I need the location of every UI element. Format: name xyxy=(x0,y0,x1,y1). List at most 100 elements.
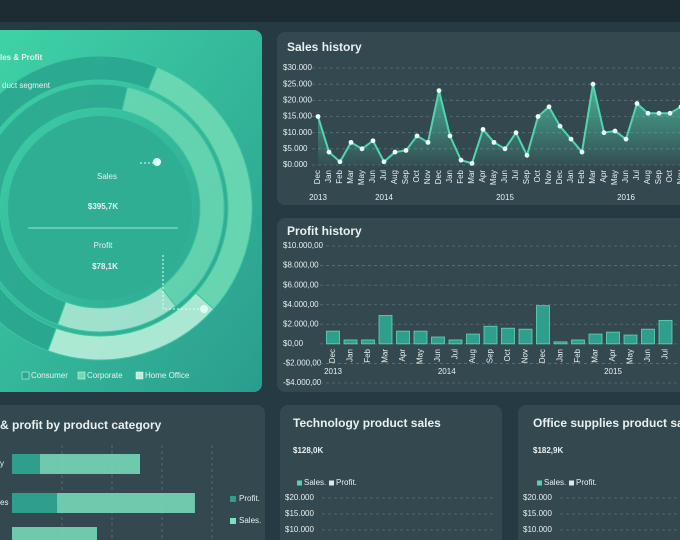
y-tick-label: $6.000,00 xyxy=(283,280,319,289)
x-tick-label: Jun xyxy=(643,349,652,362)
profit-label: Profit xyxy=(94,241,113,250)
y-tick-label: $20.000 xyxy=(283,95,312,104)
x-tick-label: Dec xyxy=(313,170,322,184)
legend-swatch xyxy=(21,371,30,380)
x-group-label: 2014 xyxy=(375,193,393,202)
bar xyxy=(343,339,358,345)
y-tick-label: $15.000 xyxy=(283,112,312,121)
bar xyxy=(606,331,620,345)
legend-swatch xyxy=(297,480,302,486)
x-tick-label: Jan xyxy=(324,170,333,183)
bar xyxy=(466,333,480,345)
x-tick-label: Dec xyxy=(555,170,564,184)
legend-swatch xyxy=(230,496,236,502)
bar xyxy=(396,330,410,345)
x-tick-label: May xyxy=(626,349,635,364)
x-group-label: 2013 xyxy=(309,193,327,202)
bar xyxy=(536,305,550,345)
x-group-label: 2014 xyxy=(438,367,456,376)
x-tick-label: Oct xyxy=(533,169,542,182)
point xyxy=(590,81,596,87)
point xyxy=(634,101,640,106)
x-tick-label: Jul xyxy=(632,170,641,180)
x-group-label: 2015 xyxy=(496,193,514,202)
y-tick-label: $2.000,00 xyxy=(283,319,319,328)
panel-title: Technology product sales xyxy=(293,416,441,430)
x-tick-label: Apr xyxy=(608,349,617,362)
donut-center xyxy=(8,116,192,300)
bar xyxy=(12,454,40,474)
x-tick-label: Mar xyxy=(588,170,597,184)
x-tick-label: Feb xyxy=(335,169,344,183)
top-strip xyxy=(0,0,680,22)
donut-segment xyxy=(56,286,177,333)
legend-label: Profit. xyxy=(576,478,597,487)
point xyxy=(436,88,442,94)
y-tick-label: $8.000,00 xyxy=(283,261,319,270)
legend-swatch xyxy=(329,480,334,486)
bar xyxy=(483,325,498,345)
y-tick-label: $5.000 xyxy=(283,144,308,153)
x-tick-label: Mar xyxy=(467,170,476,184)
x-tick-label: Feb xyxy=(573,348,582,362)
bar xyxy=(12,493,195,513)
donut-segment xyxy=(47,292,215,361)
y-tick-label: -$4.000,00 xyxy=(283,378,322,387)
panel-title: Profit history xyxy=(287,224,362,238)
x-tick-label: Mar xyxy=(381,349,390,363)
point xyxy=(546,104,552,110)
x-tick-label: May xyxy=(416,349,425,364)
bar xyxy=(571,339,585,345)
point xyxy=(315,114,321,119)
x-tick-label: Aug xyxy=(468,349,477,363)
panel xyxy=(518,405,680,540)
point xyxy=(403,148,409,153)
y-tick-label: $15.000 xyxy=(523,509,552,518)
point xyxy=(535,114,541,119)
point xyxy=(524,152,530,158)
x-group-label: 2015 xyxy=(604,367,622,376)
point xyxy=(370,138,376,144)
total-value: $128,0K xyxy=(293,446,323,455)
bar xyxy=(413,330,428,345)
x-tick-label: Nov xyxy=(521,349,530,363)
point xyxy=(579,149,585,155)
x-tick-label: Jun xyxy=(368,170,377,183)
y-tick-label: $0,00 xyxy=(283,339,304,348)
panel-title: & profit by product category xyxy=(0,418,162,432)
x-tick-label: Feb xyxy=(456,169,465,183)
y-tick-label: $15.000 xyxy=(285,509,314,518)
point xyxy=(447,133,453,139)
y-tick-label: $30.000 xyxy=(283,63,312,72)
x-tick-label: Jul xyxy=(379,170,388,180)
bar xyxy=(501,327,515,345)
panel-title: les & Profit xyxy=(0,53,43,62)
point xyxy=(601,130,607,136)
y-tick-label: $10.000 xyxy=(283,128,312,137)
x-tick-label: Dec xyxy=(434,170,443,184)
sales-total: $395,7K xyxy=(88,202,118,211)
point xyxy=(667,110,673,116)
point xyxy=(425,139,431,145)
legend-label: Consumer xyxy=(31,371,68,380)
legend-swatch xyxy=(135,371,144,380)
point xyxy=(502,146,508,152)
x-tick-label: Sep xyxy=(486,348,495,363)
x-tick-label: Jan xyxy=(445,170,454,183)
point xyxy=(513,130,519,136)
x-tick-label: Oct xyxy=(665,169,674,182)
x-tick-label: Jul xyxy=(661,349,670,359)
x-tick-label: Jun xyxy=(433,349,442,362)
bar xyxy=(641,328,655,345)
x-tick-label: Oct xyxy=(503,348,512,361)
bar xyxy=(378,315,393,345)
legend-label: Sales. xyxy=(544,478,566,487)
leader-dot xyxy=(153,158,161,166)
point xyxy=(623,136,629,142)
area xyxy=(318,84,680,165)
point xyxy=(469,160,475,166)
legend-swatch xyxy=(77,371,86,380)
x-group-label: 2013 xyxy=(324,367,342,376)
bar xyxy=(361,339,375,345)
x-tick-label: Jun xyxy=(500,170,509,183)
